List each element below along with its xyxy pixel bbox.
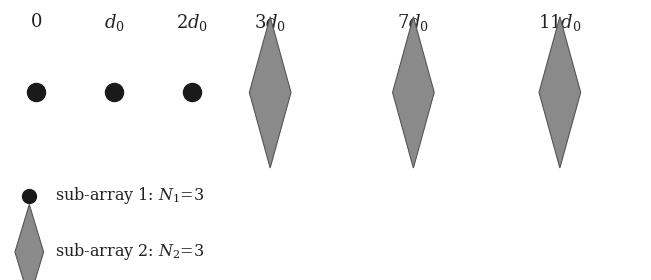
Text: $0$: $0$ (30, 13, 42, 31)
Text: $11d_0$: $11d_0$ (538, 12, 582, 33)
Text: $3d_0$: $3d_0$ (254, 12, 286, 33)
Polygon shape (15, 204, 44, 280)
Text: $7d_0$: $7d_0$ (397, 12, 430, 33)
Polygon shape (539, 17, 581, 168)
Text: $d_0$: $d_0$ (104, 12, 124, 33)
Text: $2d_0$: $2d_0$ (176, 12, 208, 33)
Polygon shape (249, 17, 291, 168)
Text: sub-array 2: $N_2$=3: sub-array 2: $N_2$=3 (55, 241, 204, 263)
Text: sub-array 1: $N_1$=3: sub-array 1: $N_1$=3 (55, 186, 204, 207)
Polygon shape (393, 17, 434, 168)
